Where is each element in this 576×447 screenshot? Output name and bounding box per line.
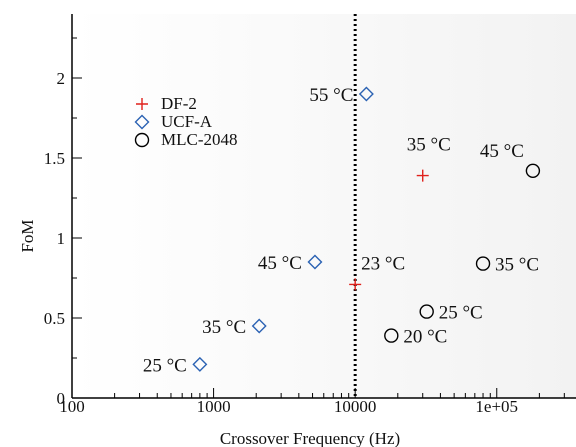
point-label: 45 °C <box>480 141 524 162</box>
y-axis-label: FoM <box>18 219 37 252</box>
data-points <box>192 86 541 372</box>
point-label: 25 °C <box>439 303 483 324</box>
legend-label: UCF-A <box>161 112 213 131</box>
point-label: 35 °C <box>407 135 451 156</box>
point-label: 25 °C <box>143 355 187 376</box>
x-tick-label: 1e+05 <box>475 397 518 416</box>
diamond-marker <box>192 356 208 372</box>
point-label: 35 °C <box>495 255 539 276</box>
circle-marker <box>419 304 434 319</box>
legend-label: DF-2 <box>161 94 197 113</box>
circle-marker <box>475 256 491 271</box>
point-label: 23 °C <box>361 253 405 274</box>
circle-marker <box>525 163 541 179</box>
axes <box>71 14 576 399</box>
tick-labels: 100 1000 10000 1e+05 0 0.5 1 1.5 2 <box>44 69 518 416</box>
point-label: 35 °C <box>202 317 246 338</box>
diamond-marker <box>134 114 150 130</box>
circle-marker <box>134 132 150 148</box>
diamond-marker <box>251 318 267 334</box>
diamond-marker <box>358 86 374 102</box>
y-tick-label: 0 <box>57 389 66 408</box>
x-tick-label: 1000 <box>197 397 231 416</box>
plot-background <box>72 14 576 398</box>
y-tick-label: 1.5 <box>44 149 65 168</box>
point-label: 45 °C <box>258 253 302 274</box>
y-tick-label: 0.5 <box>44 309 65 328</box>
diamond-marker <box>307 254 323 270</box>
y-tick-label: 1 <box>57 229 66 248</box>
x-tick-label: 100 <box>59 397 85 416</box>
point-label: 55 °C <box>309 85 353 106</box>
y-tick-label: 2 <box>57 69 66 88</box>
x-tick-label: 10000 <box>334 397 377 416</box>
point-label: 20 °C <box>403 327 447 348</box>
plus-marker <box>416 169 429 182</box>
plus-marker <box>136 98 148 110</box>
x-axis-label: Crossover Frequency (Hz) <box>220 429 400 447</box>
circle-marker <box>384 328 399 343</box>
legend-label: MLC-2048 <box>161 130 238 149</box>
plus-marker <box>349 278 362 291</box>
point-annotations: 23 °C 35 °C 25 °C 35 °C 45 °C 55 °C 20 °C 25 °C… <box>143 85 539 376</box>
